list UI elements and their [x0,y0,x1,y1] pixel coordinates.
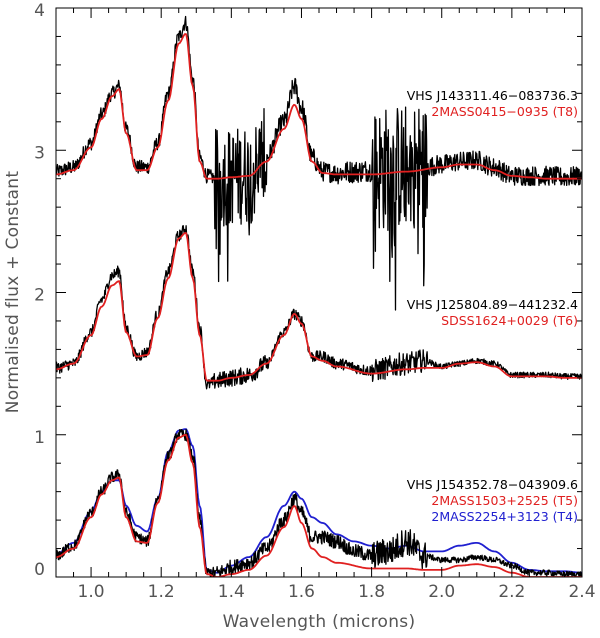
series-label: VHS J125804.89−441232.4 [407,297,578,312]
series-line-red [56,433,582,577]
series-label: VHS J154352.78−043909.6 [407,477,578,492]
series-line-red [56,232,582,382]
series-label: 2MASS2254+3123 (T4) [431,509,578,524]
x-tick-label: 1.6 [288,582,315,602]
x-axis-label: Wavelength (microns) [223,612,416,632]
x-tick-label: 1.2 [148,582,175,602]
series-line-black [56,428,582,577]
series-label: VHS J143311.46−083736.3 [407,88,578,103]
series-line-red [56,33,582,180]
y-tick-label: 3 [34,143,45,163]
y-tick-label: 0 [34,560,45,580]
ticks-layer: 1.0 1.2 1.4 1.6 1.8 2.0 2.2 2.4 0 1 2 3 4 [34,1,595,602]
x-tick-label: 1.4 [218,582,245,602]
x-tick-label: 1.8 [358,582,385,602]
series-label: 2MASS0415−0935 (T8) [431,104,578,119]
y-tick-label: 2 [34,286,45,306]
x-tick-label: 2.2 [498,582,525,602]
x-tick-label: 1.0 [78,582,105,602]
series-label: 2MASS1503+2525 (T5) [431,493,578,508]
y-tick-label: 1 [34,428,45,448]
y-tick-label: 4 [34,1,45,21]
series-label: SDSS1624+0029 (T6) [441,313,578,328]
y-axis-label: Normalised flux + Constant [3,171,23,414]
x-tick-label: 2.0 [428,582,455,602]
series-line-black [56,15,582,311]
x-tick-label: 2.4 [568,582,595,602]
series-layer [56,15,582,577]
series-line-blue [56,428,582,574]
